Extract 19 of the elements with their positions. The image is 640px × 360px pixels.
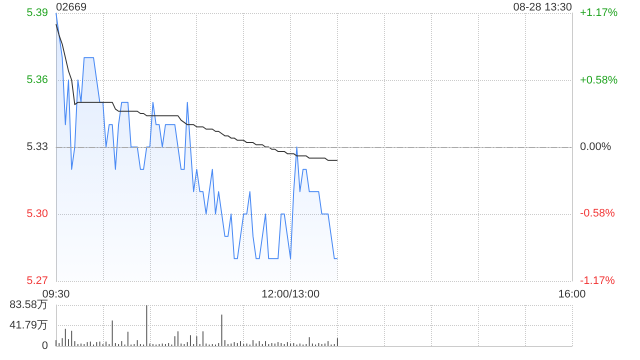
y-tick-label: 83.58万 [9, 299, 48, 311]
y2-tick-label: +1.17% [580, 7, 618, 19]
y2-tick-label: +0.58% [580, 74, 618, 87]
y2-tick-label: -0.58% [580, 207, 616, 220]
text: 08-28 13:30 [513, 2, 572, 14]
line-series [56, 24, 338, 161]
x-tick-label: 12:00/13:00 [261, 288, 320, 300]
y-tick-label: 5.39 [26, 7, 48, 19]
y-tick-label: 5.36 [26, 74, 48, 86]
y2-tick-label: -1.17% [580, 275, 616, 287]
x-tick-label: 09:30 [42, 288, 70, 300]
y-tick-label: 5.27 [26, 275, 48, 287]
y-tick-label: 5.30 [26, 208, 48, 220]
x-tick-label: 16:00 [558, 288, 586, 300]
y-tick-label: 41.79万 [9, 320, 48, 332]
y-tick-label: 0 [42, 340, 48, 352]
y2-tick-label: 0.00% [580, 141, 612, 153]
chart-title: 02669 [56, 2, 87, 14]
y-tick-label: 5.33 [26, 141, 48, 153]
